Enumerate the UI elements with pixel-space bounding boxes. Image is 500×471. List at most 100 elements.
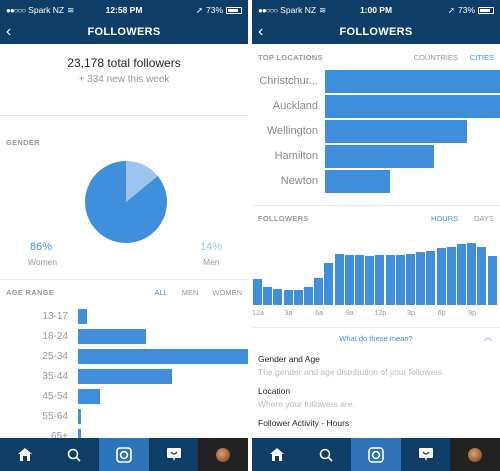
nav-bar: ‹ FOLLOWERS	[252, 20, 500, 44]
tab-home[interactable]	[0, 438, 50, 471]
location-row: Christchur...	[252, 70, 500, 93]
search-icon	[68, 448, 82, 462]
location-filter-countries[interactable]: COUNTRIES	[413, 53, 458, 62]
location-row: Newton	[252, 170, 500, 193]
age-range-section: AGE RANGE ALL MEN WOMEN 13-17 18-24 25-34 3…	[0, 280, 248, 450]
location-row: Auckland	[252, 95, 500, 118]
top-locations-label: TOP LOCATIONS	[258, 53, 323, 62]
wifi-icon: ≋	[67, 4, 75, 15]
activity-icon	[418, 448, 433, 461]
tab-search[interactable]	[302, 438, 352, 471]
location-filter-cities[interactable]: CITIES	[469, 53, 494, 62]
new-followers: + 334 new this week	[78, 74, 170, 85]
back-chevron-icon[interactable]: ‹	[6, 23, 12, 40]
hour-bar	[477, 246, 487, 305]
carrier-label: Spark NZ	[280, 5, 317, 15]
hour-bar	[385, 254, 395, 305]
men-label: Men	[203, 257, 220, 267]
age-bar	[78, 309, 87, 324]
tab-profile[interactable]	[450, 438, 500, 471]
men-percent: 14%	[200, 241, 223, 253]
hour-tick-label: 12p	[374, 310, 387, 317]
age-bar	[78, 429, 81, 444]
age-filter-women[interactable]: WOMEN	[212, 288, 242, 297]
home-icon	[269, 448, 284, 461]
signal-icon: ●●○○○	[258, 5, 278, 15]
hour-tick-label: 6p	[437, 310, 446, 317]
phone-screen-left: ●●○○○ Spark NZ ≋ 12:58 PM ➚ 73% ‹ FOLLOW…	[0, 0, 248, 471]
signal-icon: ●●○○○	[6, 5, 26, 15]
chevron-up-icon[interactable]: ︿	[484, 333, 492, 342]
camera-icon	[116, 446, 132, 463]
age-row: 18-24	[0, 328, 248, 345]
location-bar	[325, 170, 390, 193]
location-label: Christchur...	[259, 75, 318, 87]
hour-bar	[355, 255, 364, 305]
carrier-label: Spark NZ	[28, 5, 65, 15]
hour-bar	[314, 277, 324, 305]
activity-filter-hours[interactable]: HOURS	[431, 214, 459, 223]
hour-bar	[253, 279, 262, 305]
tab-activity[interactable]	[149, 438, 199, 471]
info-title: Gender and Age	[258, 354, 320, 364]
age-label: 65+	[51, 431, 68, 442]
hour-bar	[263, 287, 273, 305]
tab-camera[interactable]	[351, 438, 401, 471]
age-label: 45-54	[42, 391, 68, 402]
bottom-tab-bar	[0, 438, 248, 471]
total-followers: 23,178 total followers	[67, 56, 181, 70]
tab-search[interactable]	[50, 438, 100, 471]
hour-tick-label: 12a	[252, 310, 264, 317]
follower-activity-section: FOLLOWERS HOURS DAYS 12a 3a 6a 9a 12p 3p 6p 9p	[252, 206, 500, 328]
hour-bar	[436, 248, 446, 305]
tab-profile[interactable]	[198, 438, 248, 471]
activity-filter-days[interactable]: DAYS	[474, 214, 494, 223]
age-label: 18-24	[42, 331, 68, 342]
hour-bar	[426, 250, 436, 305]
help-link-label[interactable]: What do these mean?	[339, 333, 413, 343]
tab-activity[interactable]	[401, 438, 451, 471]
back-chevron-icon[interactable]: ‹	[258, 23, 264, 40]
activity-label: FOLLOWERS	[258, 214, 309, 223]
age-bar	[78, 409, 82, 424]
hour-bar	[395, 254, 405, 305]
hour-bar	[273, 289, 283, 305]
age-row: 25-34	[0, 348, 248, 365]
hour-bar	[283, 290, 293, 305]
page-title: FOLLOWERS	[339, 26, 413, 38]
location-bar	[325, 70, 500, 93]
age-filter-all[interactable]: ALL	[154, 288, 168, 297]
age-bar	[78, 389, 101, 404]
status-bar: ●●○○○ Spark NZ ≋ 12:58 PM ➚ 73%	[0, 0, 248, 20]
gender-label: GENDER	[6, 138, 40, 147]
hour-bar	[334, 253, 344, 305]
age-label: 35-44	[42, 371, 68, 382]
follower-summary: 23,178 total followers + 334 new this we…	[0, 44, 248, 116]
info-description: Where your followers are.	[258, 399, 355, 409]
location-bar	[325, 120, 467, 143]
gender-pie-chart	[84, 161, 167, 243]
tab-home[interactable]	[252, 438, 302, 471]
status-bar: ●●○○○ Spark NZ ≋ 1:00 PM ➚ 73%	[252, 0, 500, 20]
profile-avatar	[216, 447, 231, 462]
age-range-label: AGE RANGE	[6, 288, 55, 297]
hour-bar	[304, 287, 313, 305]
info-title: Follower Activity - Hours	[258, 418, 350, 428]
battery-icon	[226, 6, 242, 14]
age-bar	[78, 349, 248, 364]
age-row: 13-17	[0, 308, 248, 325]
wifi-icon: ≋	[319, 4, 327, 15]
battery-percent: 73%	[205, 5, 223, 15]
location-bar	[325, 145, 434, 168]
gender-section: GENDER 86% Women 14% Men	[0, 126, 248, 280]
info-list: Gender and Age The gender and age distri…	[252, 354, 500, 428]
age-row: 35-44	[0, 368, 248, 385]
hour-bar	[467, 243, 477, 305]
tab-camera[interactable]	[99, 438, 149, 471]
age-filter-tabs: ALL MEN WOMEN	[154, 288, 242, 297]
info-description: The gender and age distribution of your …	[258, 367, 445, 377]
age-filter-men[interactable]: MEN	[181, 288, 199, 297]
hour-tick-label: 3a	[284, 310, 293, 317]
help-link[interactable]: What do these mean? ︿	[252, 328, 500, 348]
search-icon	[320, 448, 334, 462]
